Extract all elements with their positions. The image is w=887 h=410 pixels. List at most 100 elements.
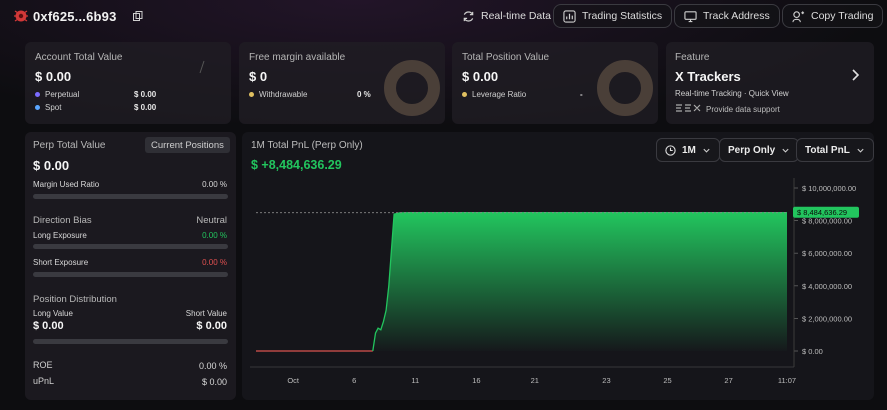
period-dropdown[interactable]: 1M (656, 138, 720, 162)
data-support-text: Provide data support (706, 105, 780, 114)
bug-logo-icon (14, 10, 28, 22)
track-address-label: Track Address (703, 10, 770, 22)
filter-value: Perp Only (728, 144, 776, 156)
data-provider-logo-icon (676, 104, 701, 112)
y-tick-label: $ 4,000,000.00 (802, 282, 852, 291)
perp-total-value-title: Perp Total Value (33, 140, 106, 151)
spot-dot (35, 105, 40, 110)
current-positions-tab[interactable]: Current Positions (145, 137, 230, 153)
filter-dropdown[interactable]: Perp Only (719, 138, 800, 162)
x-tick-label: 11 (411, 376, 419, 385)
short-exposure-label: Short Exposure (33, 258, 89, 267)
perpetual-dot (35, 92, 40, 97)
pnl-area-chart[interactable]: $ 10,000,000.00 $ 8,000,000.00 $ 6,000,000… (242, 170, 874, 395)
copy-icon[interactable] (133, 11, 143, 21)
roe-value: 0.00 % (198, 361, 227, 371)
chevron-down-icon (703, 148, 710, 153)
spot-value: $ 0.00 (134, 103, 157, 112)
total-position-card: Total Position Value $ 0.00 Leverage Rat… (452, 42, 658, 124)
x-tick-label: 23 (602, 376, 610, 385)
y-tick-label: $ 8,000,000.00 (802, 217, 852, 226)
x-tick-label: 27 (724, 376, 732, 385)
metric-dropdown[interactable]: Total PnL (796, 138, 874, 162)
real-time-data-button[interactable]: Real-time Data (453, 4, 560, 28)
direction-bias-label: Direction Bias (33, 215, 92, 226)
free-margin-card: Free margin available $ 0 Withdrawable 0… (239, 42, 445, 124)
perpetual-row: Perpetual (35, 90, 79, 99)
roe-label: ROE (33, 360, 53, 370)
account-total-value-title: Account Total Value (35, 52, 123, 63)
trading-statistics-button[interactable]: Trading Statistics (553, 4, 673, 28)
refresh-icon (463, 10, 474, 22)
position-distribution-label: Position Distribution (33, 294, 117, 305)
x-tick-label: 21 (531, 376, 539, 385)
spot-label: Spot (45, 103, 62, 112)
copy-trading-button[interactable]: Copy Trading (782, 4, 884, 28)
withdrawable-label: Withdrawable (259, 90, 308, 99)
long-exposure-value: 0.00 % (202, 231, 227, 240)
pnl-area-fill (372, 212, 787, 351)
perpetual-label: Perpetual (45, 90, 80, 99)
spot-row: Spot (35, 103, 61, 112)
account-total-value-card: Account Total Value $ 0.00 Perpetual $ 0… (25, 42, 231, 124)
chevron-down-icon (782, 148, 789, 153)
withdrawable-donut (384, 60, 440, 116)
margin-used-ratio-label: Margin Used Ratio (33, 180, 100, 189)
leverage-label: Leverage Ratio (472, 90, 527, 99)
y-tick-label: $ 6,000,000.00 (802, 249, 852, 258)
real-time-data-label: Real-time Data (481, 10, 552, 22)
current-positions-label: Current Positions (151, 139, 224, 151)
header: 0xf625...6b93 Real-time Data Trading Sta… (0, 0, 887, 34)
chart-icon (563, 9, 576, 23)
long-value-label: Long Value (33, 309, 73, 318)
long-exposure-bar (33, 244, 228, 249)
long-exposure-label: Long Exposure (33, 231, 87, 240)
end-value-tag: $ 8,484,636.29 (793, 206, 859, 218)
withdrawable-row: Withdrawable (249, 90, 307, 99)
copy-trade-icon (792, 10, 805, 22)
divider-slash-icon (199, 60, 205, 74)
leverage-donut (597, 60, 653, 116)
long-value-amount: $ 0.00 (33, 320, 64, 332)
perp-summary-panel: Perp Total Value Current Positions $ 0.0… (25, 132, 236, 400)
end-value-label: $ 8,484,636.29 (797, 208, 847, 217)
x-tick-label: Oct (287, 376, 300, 385)
short-exposure-bar (33, 272, 228, 277)
y-tick-label: $ 2,000,000.00 (802, 314, 852, 323)
chevron-down-icon (857, 148, 864, 153)
x-tick-label: 16 (472, 376, 480, 385)
metric-value: Total PnL (805, 144, 850, 156)
short-exposure-value: 0.00 % (202, 258, 227, 267)
leverage-value: - (580, 90, 583, 99)
x-trackers-name: X Trackers (675, 69, 741, 84)
clock-icon (665, 144, 676, 156)
margin-used-ratio-bar (33, 194, 228, 199)
total-position-title: Total Position Value (462, 52, 550, 63)
period-value: 1M (682, 144, 696, 156)
account-total-value: $ 0.00 (35, 69, 72, 84)
monitor-icon (684, 10, 697, 22)
withdrawable-value: 0 % (357, 90, 371, 99)
short-value-label: Short Value (185, 309, 227, 318)
leverage-row: Leverage Ratio (462, 90, 526, 99)
total-position-value: $ 0.00 (462, 69, 499, 84)
chevron-right-icon[interactable] (850, 68, 860, 82)
feature-card[interactable]: Feature X Trackers Real-time Tracking · … (666, 42, 874, 124)
track-address-button[interactable]: Track Address (674, 4, 780, 28)
upnl-label: uPnL (33, 376, 55, 386)
x-tick-label: 11:07 (778, 376, 796, 385)
y-tick-label: $ 0.00 (802, 347, 823, 356)
margin-used-ratio-value: 0.00 % (202, 180, 227, 189)
perp-total-value: $ 0.00 (33, 158, 70, 173)
x-tick-label: 6 (352, 376, 356, 385)
short-value-amount: $ 0.00 (196, 320, 227, 332)
position-distribution-bar (33, 339, 228, 344)
copy-trading-label: Copy Trading (811, 10, 874, 22)
free-margin-value: $ 0 (249, 69, 268, 84)
trading-statistics-label: Trading Statistics (582, 10, 663, 22)
pnl-chart-title: 1M Total PnL (Perp Only) (251, 140, 363, 151)
direction-bias-value: Neutral (196, 215, 227, 226)
y-tick-label: $ 10,000,000.00 (802, 184, 856, 193)
perpetual-value: $ 0.00 (134, 90, 157, 99)
wallet-address: 0xf625...6b93 (33, 9, 117, 24)
